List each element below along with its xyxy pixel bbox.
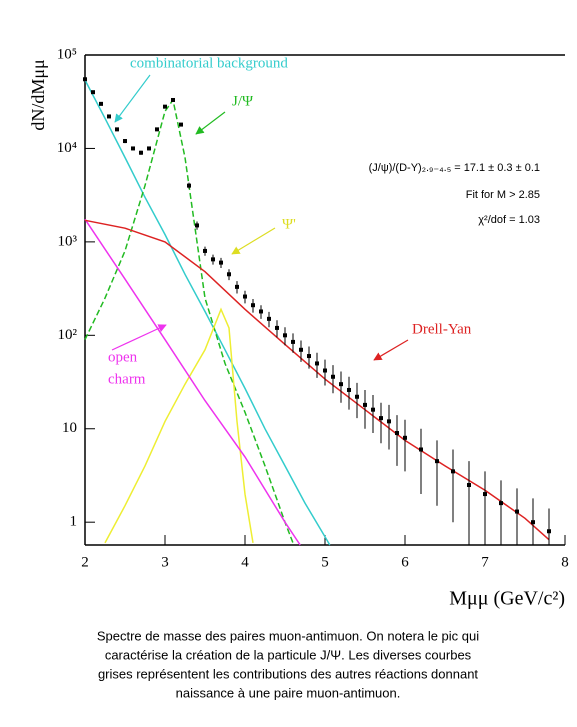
x-tick-label: 4 — [241, 554, 249, 570]
caption-line: caractérise la création de la particule … — [105, 647, 472, 662]
data-point — [187, 183, 191, 188]
curve — [84, 219, 550, 541]
data-point — [179, 122, 183, 127]
annotation: open — [108, 349, 138, 365]
data-point — [419, 447, 423, 452]
data-point — [315, 361, 319, 366]
data-point — [403, 435, 407, 440]
data-point — [83, 77, 87, 82]
data-point — [195, 223, 199, 228]
data-point — [171, 97, 175, 102]
data-point — [347, 387, 351, 392]
data-point — [307, 354, 311, 359]
data-point — [283, 333, 287, 338]
data-point — [451, 469, 455, 474]
data-point — [227, 272, 231, 277]
data-point — [131, 146, 135, 151]
caption-line: grises représentent les contributions de… — [98, 666, 478, 681]
data-point — [387, 419, 391, 424]
data-point — [483, 492, 487, 497]
data-point — [395, 431, 399, 436]
y-tick-label: 10 — [62, 420, 77, 436]
data-point — [259, 309, 263, 314]
arrow — [231, 227, 276, 255]
data-point — [467, 483, 471, 488]
data-point — [355, 394, 359, 399]
arrows — [111, 74, 409, 361]
caption-line: Spectre de masse des paires muon-antimuo… — [97, 628, 479, 643]
annotation: combinatorial background — [130, 55, 288, 71]
x-tick-label: 7 — [481, 554, 489, 570]
data-point — [211, 257, 215, 262]
stats-line: Fit for M > 2.85 — [466, 189, 540, 201]
arrow — [373, 339, 409, 361]
stats-line: (J/ψ)/(D-Y)₂.₉₋₄.₅ = 17.1 ± 0.3 ± 0.1 — [369, 162, 540, 174]
arrow — [114, 74, 151, 123]
data-point — [363, 402, 367, 407]
data-point — [379, 416, 383, 421]
y-tick-label: 10⁴ — [57, 140, 77, 156]
y-tick-label: 10⁵ — [57, 46, 77, 62]
data-point — [163, 104, 167, 109]
data-point — [219, 260, 223, 265]
y-axis-label: dN/dMμμ — [28, 59, 48, 130]
data-point — [299, 347, 303, 352]
data-point — [139, 150, 143, 155]
data-point — [107, 114, 111, 119]
data-point — [147, 146, 151, 151]
stats-line: χ²/dof = 1.03 — [478, 214, 540, 226]
curve — [84, 98, 294, 544]
arrow — [111, 324, 167, 351]
data-point — [267, 316, 271, 321]
data-point — [91, 90, 95, 95]
annotation: J/Ψ — [232, 93, 254, 109]
annotation: charm — [108, 371, 146, 387]
data-point — [275, 325, 279, 330]
data-point — [243, 294, 247, 299]
arrow — [195, 111, 226, 135]
data-point — [515, 509, 519, 514]
y-tick-label: 10³ — [58, 233, 78, 249]
data-point — [499, 501, 503, 506]
data-point — [251, 303, 255, 308]
curve — [84, 79, 331, 546]
data-point — [99, 101, 103, 106]
data-point — [339, 382, 343, 387]
data-point — [547, 529, 551, 534]
data-point — [323, 368, 327, 373]
annotation: Ψ' — [282, 216, 296, 232]
data-point — [235, 284, 239, 289]
x-tick-label: 3 — [161, 554, 169, 570]
curve — [84, 218, 301, 546]
x-axis-label: Mμμ (GeV/c²) — [449, 588, 565, 610]
curve — [104, 307, 254, 544]
x-tick-label: 2 — [81, 554, 89, 570]
annotation: Drell-Yan — [412, 321, 472, 337]
x-tick-label: 5 — [321, 554, 329, 570]
data-point — [291, 339, 295, 344]
caption-line: naissance à une paire muon-antimuon. — [176, 685, 401, 700]
data-point — [371, 407, 375, 412]
data-point — [531, 520, 535, 525]
data-point — [155, 127, 159, 132]
x-tick-label: 6 — [401, 554, 409, 570]
y-tick-label: 10² — [58, 327, 78, 343]
data-point — [331, 374, 335, 379]
y-tick-label: 1 — [70, 514, 78, 530]
x-tick-label: 8 — [561, 554, 569, 570]
data-point — [435, 459, 439, 464]
data-point — [123, 139, 127, 144]
data-point — [115, 127, 119, 132]
data-point — [203, 248, 207, 253]
